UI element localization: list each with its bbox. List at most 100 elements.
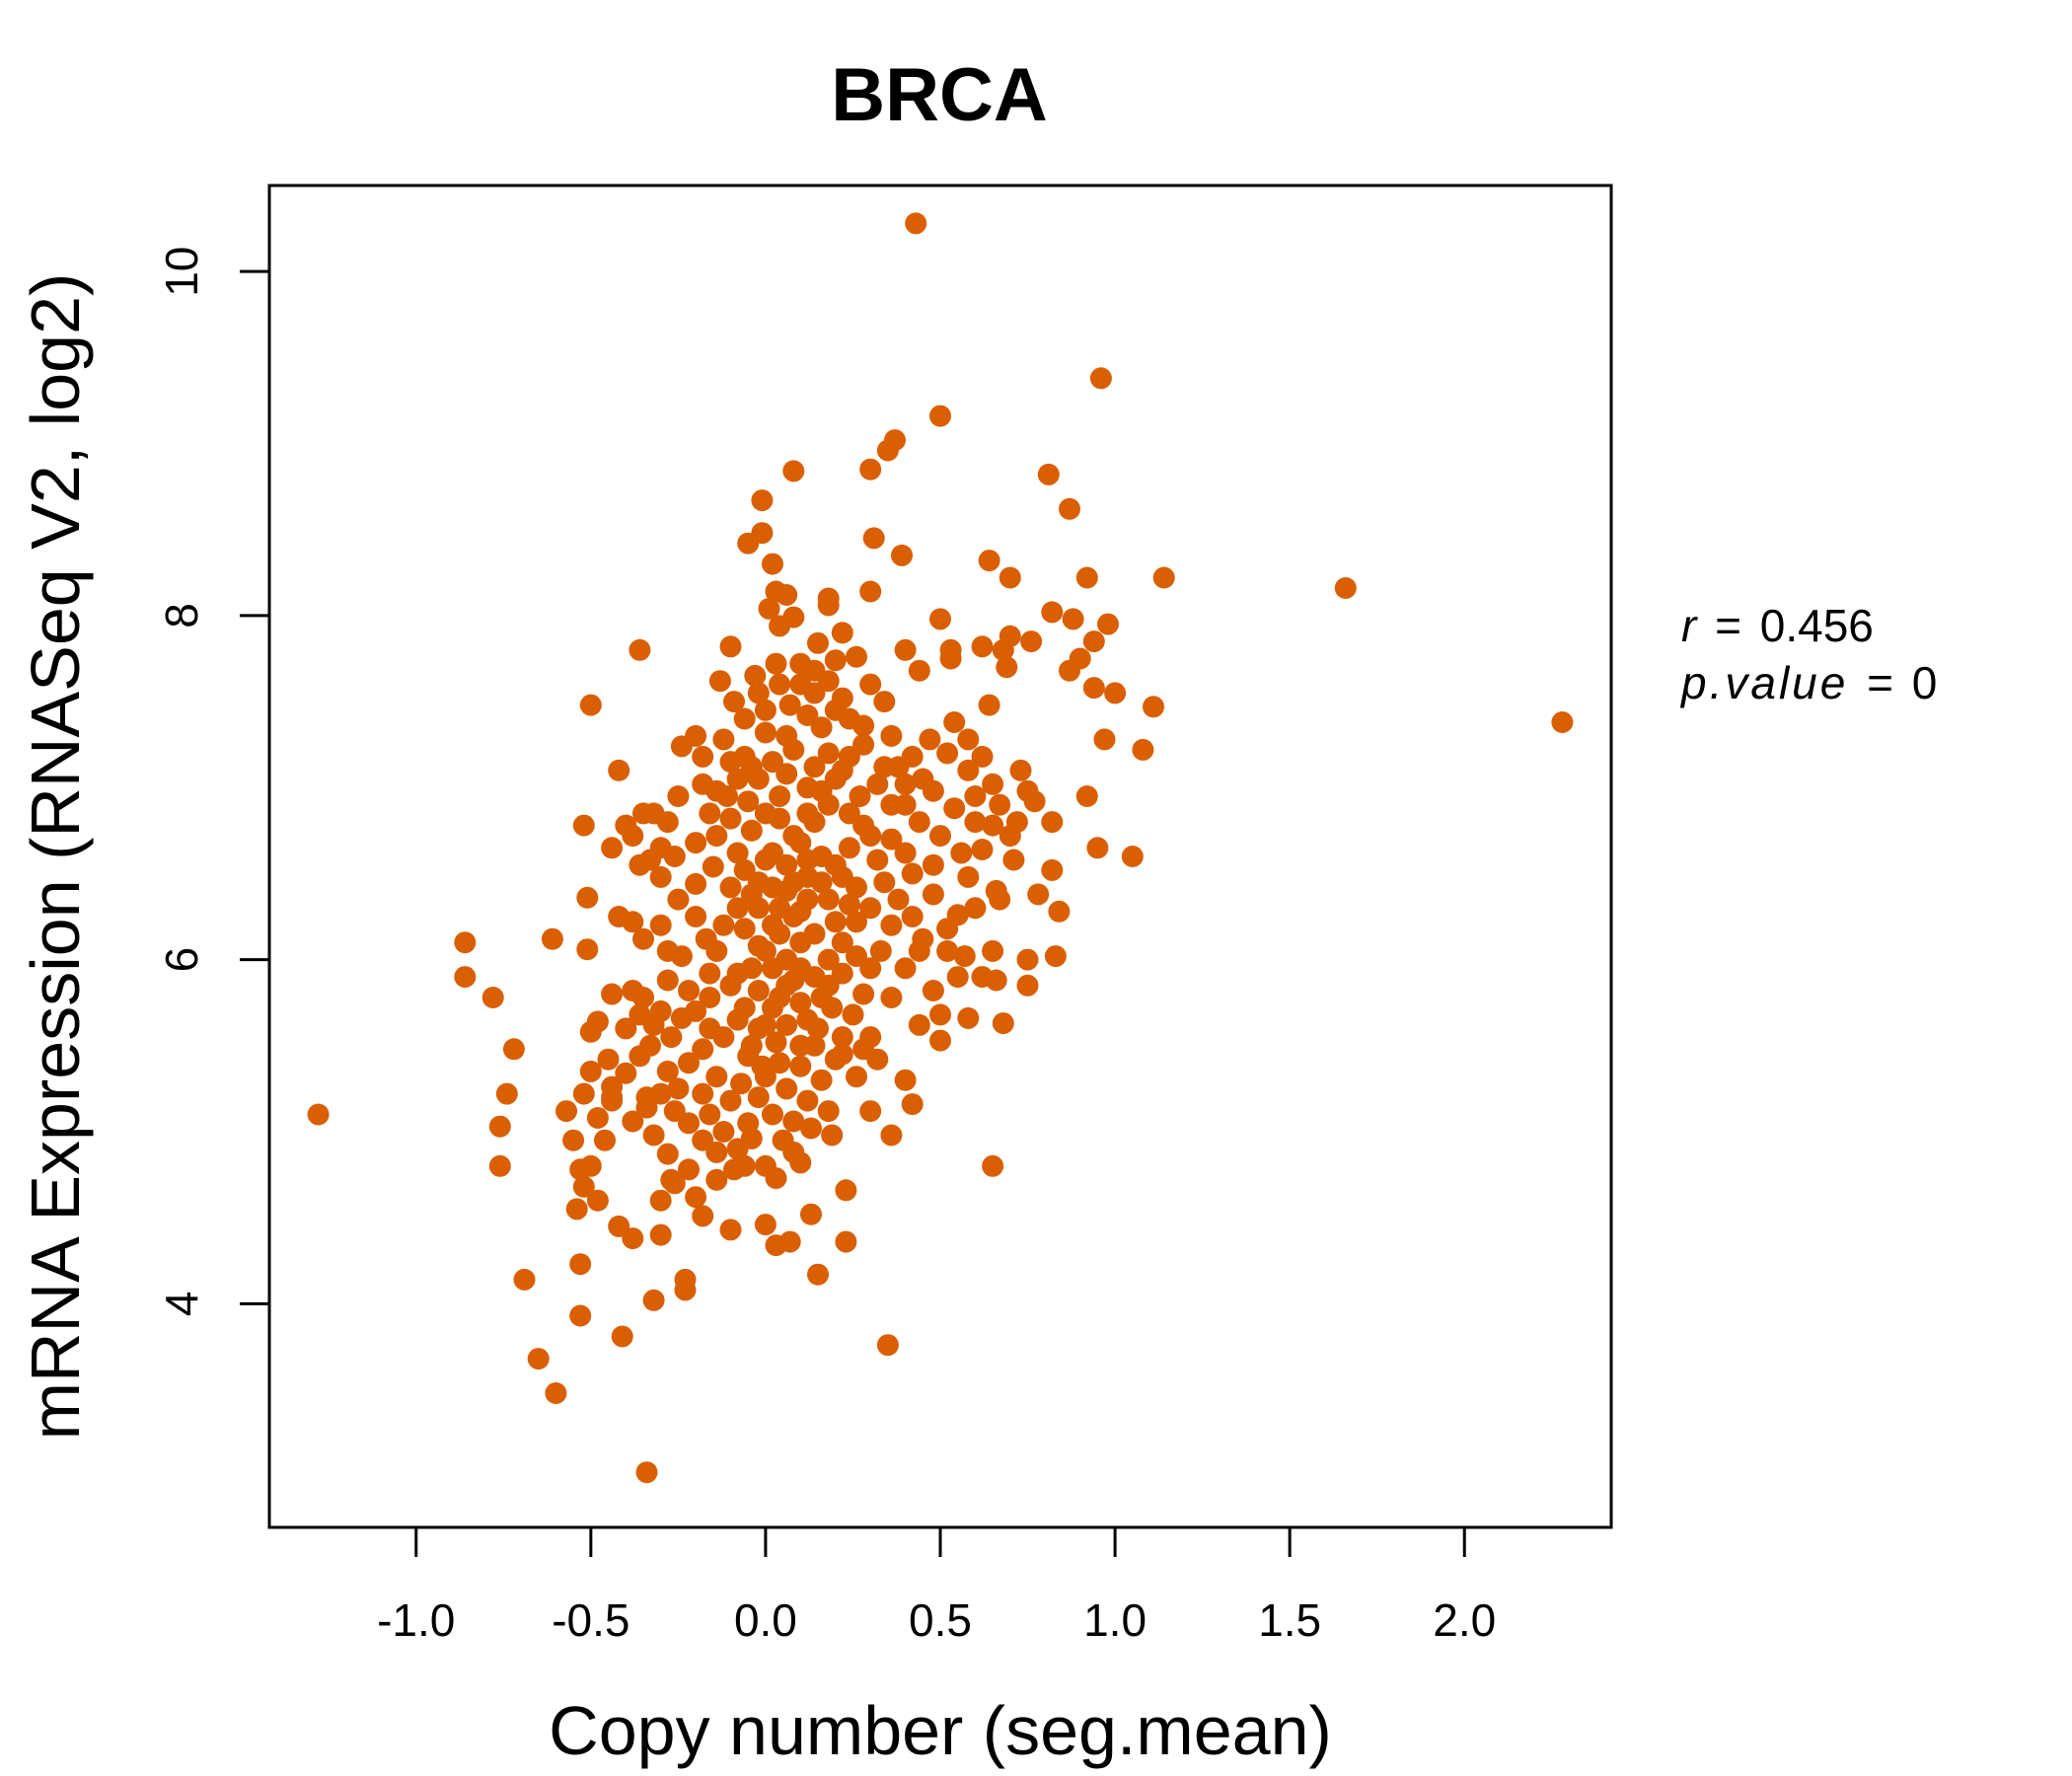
data-point-3 bbox=[481, 987, 504, 1008]
data-points bbox=[307, 212, 1574, 1484]
data-point-403 bbox=[838, 707, 860, 730]
data-point-357 bbox=[894, 957, 917, 980]
data-point-214 bbox=[754, 721, 777, 744]
data-point-90 bbox=[880, 987, 903, 1008]
data-point-216 bbox=[712, 728, 735, 751]
data-point-159 bbox=[831, 622, 853, 644]
data-point-126 bbox=[978, 694, 1000, 716]
data-point-103 bbox=[1086, 837, 1109, 859]
data-point-16 bbox=[608, 759, 630, 781]
data-point-36 bbox=[649, 1223, 672, 1246]
data-point-250 bbox=[692, 1038, 714, 1061]
data-point-52 bbox=[586, 1010, 609, 1033]
data-point-277 bbox=[866, 849, 889, 871]
data-point-425 bbox=[789, 957, 812, 980]
data-point-228 bbox=[685, 832, 707, 854]
data-point-9 bbox=[527, 1348, 550, 1370]
data-point-132 bbox=[894, 638, 917, 661]
data-point-116 bbox=[1062, 608, 1084, 630]
data-point-419 bbox=[737, 1045, 760, 1068]
data-point-80 bbox=[957, 1006, 980, 1029]
data-point-245 bbox=[678, 980, 700, 1001]
data-point-278 bbox=[880, 828, 903, 851]
data-point-258 bbox=[663, 1100, 686, 1123]
data-point-267 bbox=[810, 1069, 833, 1091]
data-point-265 bbox=[782, 1110, 805, 1133]
data-point-426 bbox=[796, 802, 819, 825]
data-point-308 bbox=[726, 962, 749, 985]
data-point-99 bbox=[1044, 945, 1067, 968]
data-point-254 bbox=[705, 1066, 728, 1088]
data-point-32 bbox=[692, 1205, 714, 1227]
data-point-353 bbox=[901, 906, 924, 927]
data-point-371 bbox=[615, 1017, 637, 1040]
data-point-165 bbox=[765, 652, 787, 675]
data-point-112 bbox=[1069, 647, 1091, 670]
data-point-273 bbox=[869, 939, 892, 962]
data-point-188 bbox=[964, 811, 987, 834]
x-tick-label: -1.0 bbox=[377, 1594, 455, 1646]
data-point-169 bbox=[723, 691, 745, 713]
data-point-142 bbox=[929, 405, 951, 427]
data-point-241 bbox=[685, 906, 707, 927]
data-point-414 bbox=[726, 842, 749, 864]
data-point-423 bbox=[831, 962, 853, 985]
data-point-345 bbox=[782, 871, 805, 894]
data-point-137 bbox=[859, 580, 882, 603]
data-point-57 bbox=[632, 927, 654, 950]
data-point-396 bbox=[716, 785, 738, 807]
data-point-124 bbox=[971, 635, 994, 658]
data-point-335 bbox=[803, 923, 826, 945]
data-point-384 bbox=[765, 1167, 787, 1190]
data-point-394 bbox=[702, 855, 724, 878]
data-point-409 bbox=[873, 756, 896, 778]
data-point-315 bbox=[776, 1077, 798, 1100]
data-point-7 bbox=[488, 1154, 511, 1177]
data-point-110 bbox=[1082, 677, 1105, 700]
data-point-366 bbox=[859, 825, 882, 848]
data-point-407 bbox=[803, 756, 826, 778]
data-point-121 bbox=[1020, 630, 1043, 653]
data-point-246 bbox=[699, 987, 721, 1008]
data-point-148 bbox=[751, 489, 774, 512]
data-point-217 bbox=[692, 745, 714, 768]
data-point-26 bbox=[807, 1263, 829, 1286]
data-point-204 bbox=[912, 768, 934, 790]
data-point-415 bbox=[740, 883, 763, 906]
data-point-22 bbox=[642, 1289, 665, 1311]
data-point-321 bbox=[817, 948, 840, 971]
data-point-339 bbox=[782, 825, 805, 848]
data-point-106 bbox=[1093, 728, 1116, 751]
data-point-49 bbox=[579, 1060, 602, 1082]
data-point-77 bbox=[880, 1124, 903, 1147]
data-point-347 bbox=[762, 957, 783, 980]
data-point-141 bbox=[884, 429, 906, 452]
data-point-199 bbox=[922, 853, 944, 876]
data-point-352 bbox=[887, 888, 910, 911]
data-point-50 bbox=[597, 1048, 620, 1071]
data-point-161 bbox=[824, 649, 847, 672]
data-point-311 bbox=[776, 1013, 798, 1036]
data-point-178 bbox=[936, 742, 959, 765]
p-statistic: p.value = 0 bbox=[1679, 657, 1937, 708]
data-point-94 bbox=[985, 969, 1007, 992]
data-point-158 bbox=[817, 594, 840, 617]
data-point-365 bbox=[838, 802, 860, 825]
data-point-383 bbox=[723, 1158, 745, 1181]
data-point-89 bbox=[929, 1003, 951, 1026]
data-point-63 bbox=[656, 1060, 679, 1082]
data-point-334 bbox=[789, 900, 812, 923]
data-point-6 bbox=[488, 1115, 511, 1138]
data-point-381 bbox=[663, 1172, 686, 1195]
data-point-341 bbox=[754, 849, 777, 871]
data-point-101 bbox=[1027, 883, 1050, 906]
x-axis-ticks: -1.0 -0.5 0.0 0.5 1.0 1.5 2.0 bbox=[377, 1527, 1496, 1646]
data-point-200 bbox=[929, 825, 951, 848]
r-label: r bbox=[1681, 600, 1698, 651]
data-point-343 bbox=[762, 914, 783, 936]
data-point-160 bbox=[807, 631, 829, 654]
data-point-280 bbox=[838, 837, 860, 859]
data-point-67 bbox=[656, 1143, 679, 1165]
data-point-354 bbox=[873, 871, 896, 894]
